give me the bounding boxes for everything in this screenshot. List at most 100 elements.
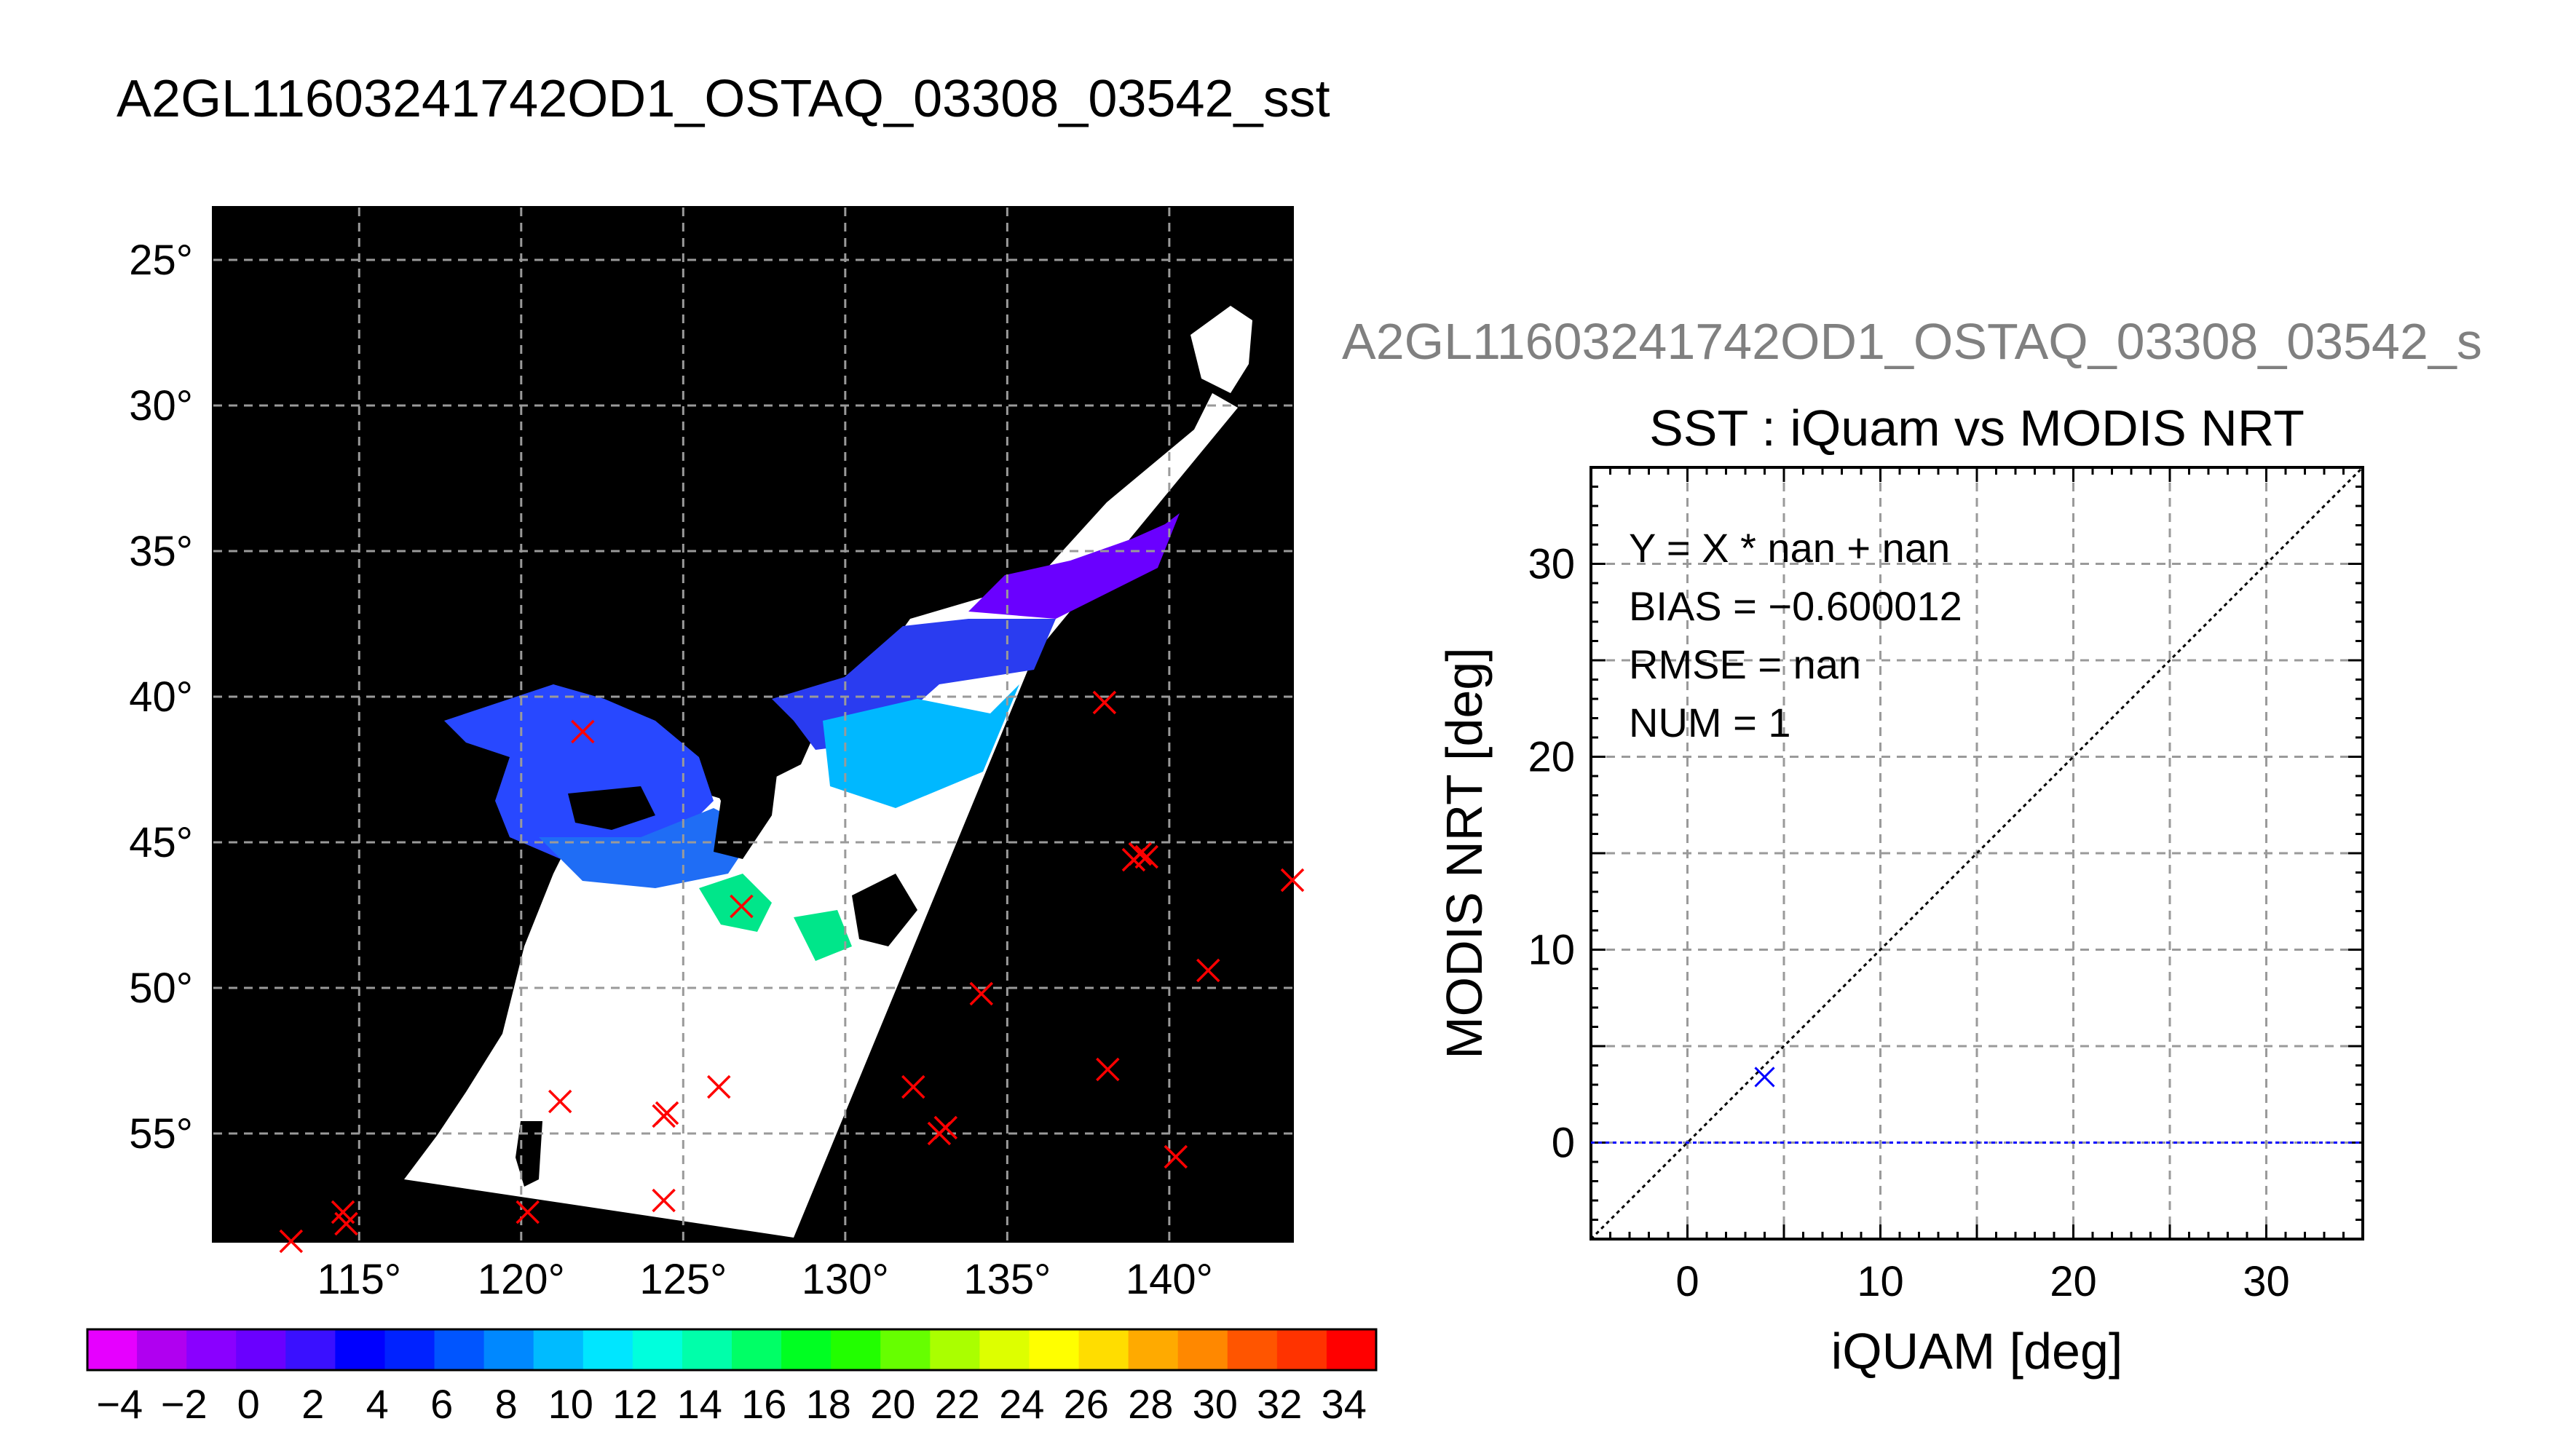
y-tick-label: 30: [1528, 541, 1575, 588]
colorbar-segment: [781, 1329, 832, 1370]
insitu-marker: [1280, 868, 1305, 893]
stats-fit: Y = X * nan + nan: [1629, 525, 1950, 571]
insitu-marker: [1128, 842, 1153, 866]
lat-tick-label: 45°: [129, 819, 193, 866]
lon-tick-label: 120°: [478, 1256, 565, 1303]
colorbar-segment: [583, 1329, 633, 1370]
colorbar-segments: [87, 1329, 1377, 1370]
insitu-marker: [1164, 1144, 1188, 1169]
colorbar-tick-label: 20: [870, 1381, 915, 1427]
colorbar-segment: [979, 1329, 1030, 1370]
colorbar-segment: [236, 1329, 286, 1370]
lat-tick-label: 40°: [129, 673, 193, 721]
colorbar-segment: [533, 1329, 584, 1370]
x-tick-label: 20: [2050, 1258, 2097, 1305]
lon-tick-label: 130°: [802, 1256, 889, 1303]
insitu-marker: [707, 1075, 731, 1099]
colorbar-segment: [632, 1329, 683, 1370]
scatter-title: SST : iQuam vs MODIS NRT: [1649, 400, 2305, 456]
colorbar-tick-label: 28: [1128, 1381, 1173, 1427]
colorbar-tick-label: 8: [495, 1381, 518, 1427]
colorbar-labels: −4 −2 0 2 4 6 8 10 12 14 16 18 20 22 24 26 28 30 32 34: [96, 1381, 1367, 1427]
colorbar-segment: [87, 1329, 138, 1370]
colorbar-segment: [1078, 1329, 1129, 1370]
stats-num: NUM = 1: [1629, 700, 1791, 745]
colorbar-segment: [930, 1329, 980, 1370]
sst-swath: [404, 306, 1252, 1238]
scatter-subtitle: A2GL11603241742OD1_OSTAQ_03308_03542_s: [1342, 313, 2482, 370]
colorbar-segment: [1227, 1329, 1278, 1370]
colorbar-tick-label: 0: [237, 1381, 260, 1427]
y-axis-label: MODIS NRT [deg]: [1436, 647, 1493, 1059]
colorbar-tick-label: −2: [161, 1381, 208, 1427]
sst-region-kuroshio: [699, 874, 852, 961]
colorbar-segment: [1326, 1329, 1377, 1370]
x-axis-label: iQUAM [deg]: [1831, 1323, 2123, 1380]
japan-kyushu: [852, 874, 917, 946]
insitu-marker: [1134, 844, 1158, 869]
sst-region-yellow-sea: [539, 808, 757, 888]
latitude-labels: 55° 50° 45° 40° 35° 30° 25°: [129, 237, 193, 1158]
insitu-marker: [652, 1188, 676, 1213]
taiwan: [516, 1121, 542, 1187]
sst-region-north: [968, 513, 1180, 619]
insitu-markers: [279, 690, 1305, 1254]
shandong: [568, 786, 655, 830]
colorbar-segment: [1128, 1329, 1179, 1370]
x-tick-label: 0: [1675, 1258, 1699, 1305]
scatter-panel: A2GL11603241742OD1_OSTAQ_03308_03542_s S…: [1342, 313, 2482, 1380]
x-tick-label: 30: [2243, 1258, 2290, 1305]
korea-peninsula: [699, 713, 779, 859]
colorbar-segment: [137, 1329, 187, 1370]
x-tick-label: 10: [1857, 1258, 1904, 1305]
sst-map: 55° 50° 45° 40° 35° 30° 25° 115° 120° 125° 130° 13…: [129, 206, 1305, 1303]
scatter-point: [1754, 1067, 1775, 1088]
scatter-tick-labels: 0 10 20 30 0 10 20 30: [1528, 541, 2289, 1306]
colorbar-tick-label: 30: [1193, 1381, 1238, 1427]
colorbar-tick-label: 10: [548, 1381, 593, 1427]
scatter-points: [1754, 1067, 1775, 1088]
colorbar-tick-label: 14: [677, 1381, 722, 1427]
lat-tick-label: 25°: [129, 237, 193, 284]
lat-tick-label: 50°: [129, 965, 193, 1012]
lon-tick-label: 115°: [317, 1256, 401, 1303]
colorbar-segment: [434, 1329, 485, 1370]
colorbar-segment: [335, 1329, 386, 1370]
colorbar-segment: [831, 1329, 881, 1370]
stats-rmse: RMSE = nan: [1629, 641, 1861, 687]
colorbar-segment: [1029, 1329, 1080, 1370]
scatter-grid: [1591, 467, 2363, 1239]
colorbar-segment: [186, 1329, 237, 1370]
sst-region-east-sea: [823, 684, 1019, 808]
insitu-marker: [516, 1200, 540, 1224]
insitu-marker: [901, 1075, 925, 1099]
colorbar-frame: [86, 1328, 1378, 1372]
swath-upper: [1190, 306, 1252, 393]
colorbar-segment: [1276, 1329, 1327, 1370]
colorbar-tick-label: 6: [430, 1381, 453, 1427]
lat-tick-label: 30°: [129, 382, 193, 430]
colorbar-segment: [285, 1329, 336, 1370]
lon-tick-label: 125°: [639, 1256, 727, 1303]
map-grid: [213, 207, 1292, 1241]
insitu-marker: [969, 981, 993, 1006]
colorbar-tick-label: 22: [935, 1381, 980, 1427]
insitu-marker: [1196, 958, 1220, 983]
colorbar-tick-label: 32: [1257, 1381, 1302, 1427]
lat-tick-label: 35°: [129, 528, 193, 575]
insitu-marker: [655, 1101, 679, 1125]
lon-tick-label: 140°: [1126, 1256, 1213, 1303]
colorbar-segment: [880, 1329, 931, 1370]
land-masses: [516, 713, 917, 1187]
insitu-marker: [279, 1229, 304, 1254]
colorbar-tick-label: 18: [806, 1381, 851, 1427]
colorbar-tick-label: 12: [612, 1381, 657, 1427]
insitu-marker: [334, 1211, 358, 1236]
insitu-marker: [1092, 690, 1117, 715]
lat-tick-label: 55°: [129, 1110, 193, 1158]
colorbar-segment: [483, 1329, 534, 1370]
stats-block: Y = X * nan + nan BIAS = −0.600012 RMSE …: [1629, 525, 1962, 745]
main-title: A2GL11603241742OD1_OSTAQ_03308_03542_sst: [117, 70, 1330, 128]
insitu-marker: [548, 1089, 572, 1114]
colorbar-tick-label: 34: [1322, 1381, 1367, 1427]
